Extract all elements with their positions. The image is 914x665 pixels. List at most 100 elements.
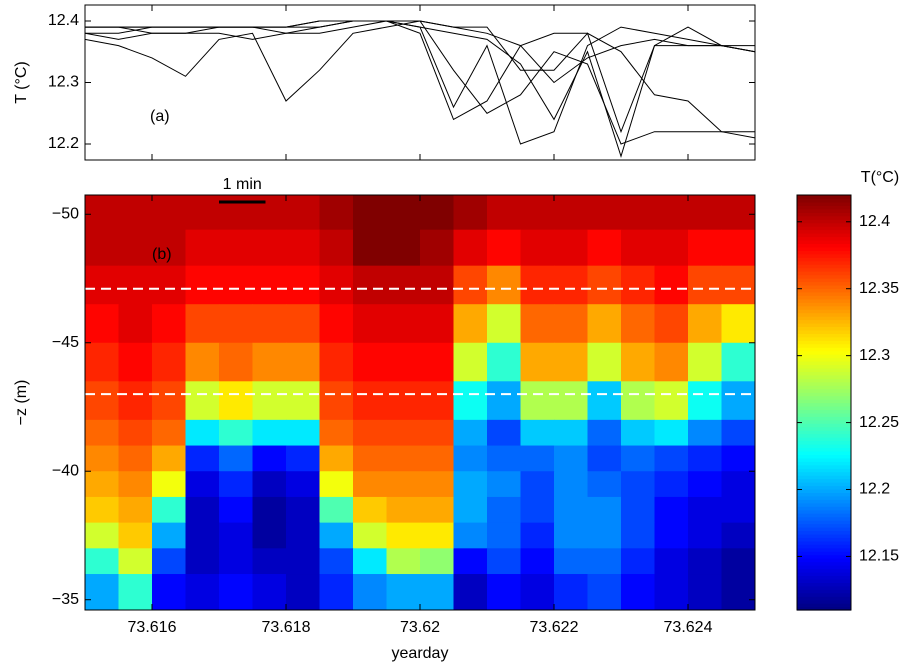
heat-cell bbox=[85, 195, 119, 231]
colorbar-step bbox=[797, 461, 851, 466]
heat-cell bbox=[721, 342, 756, 382]
heat-cell bbox=[453, 342, 488, 382]
heat-cell bbox=[386, 265, 421, 305]
heat-cell bbox=[286, 471, 320, 498]
colorbar-tick-label: 12.15 bbox=[859, 548, 899, 565]
colorbar-step bbox=[797, 392, 851, 397]
heat-cell bbox=[453, 445, 488, 472]
heat-cell bbox=[554, 229, 588, 267]
heat-cell bbox=[487, 574, 521, 611]
heat-cell bbox=[621, 445, 655, 472]
heat-cell bbox=[286, 548, 320, 575]
heat-cell bbox=[587, 548, 622, 575]
heat-cell bbox=[118, 304, 153, 344]
heat-cell bbox=[453, 574, 488, 611]
heat-cell bbox=[587, 381, 622, 421]
heat-cell bbox=[453, 381, 488, 421]
heat-cell bbox=[621, 419, 655, 447]
heat-cell bbox=[118, 522, 153, 549]
colorbar-step bbox=[797, 284, 851, 289]
colorbar-step bbox=[797, 291, 851, 296]
heat-cell bbox=[85, 265, 119, 305]
heat-cell bbox=[621, 574, 655, 611]
colorbar-tick-label: 12.25 bbox=[859, 414, 899, 431]
heat-cell bbox=[654, 229, 689, 267]
heat-cell bbox=[185, 548, 220, 575]
colorbar-title: T(°C) bbox=[861, 169, 899, 186]
heat-cell bbox=[219, 471, 253, 498]
temperature-line bbox=[85, 20, 756, 139]
colorbar-step bbox=[797, 271, 851, 276]
heat-cell bbox=[353, 496, 387, 524]
heat-cell bbox=[688, 496, 722, 524]
heat-cell bbox=[453, 522, 488, 549]
colorbar-step bbox=[797, 215, 851, 220]
colorbar-step bbox=[797, 399, 851, 404]
colorbar-step bbox=[797, 520, 851, 525]
heat-cell bbox=[688, 229, 722, 267]
heat-cell bbox=[319, 471, 354, 498]
colorbar-step bbox=[797, 509, 851, 514]
heat-cell bbox=[453, 265, 488, 305]
heat-cell bbox=[520, 522, 555, 549]
heat-cell bbox=[420, 229, 454, 267]
colorbar-step bbox=[797, 471, 851, 476]
heat-cell bbox=[386, 496, 421, 524]
heat-cell bbox=[721, 195, 756, 231]
heat-cell bbox=[185, 265, 220, 305]
colorbar-step bbox=[797, 395, 851, 400]
heat-cell bbox=[152, 342, 186, 382]
heat-cell bbox=[621, 304, 655, 344]
heat-cell bbox=[152, 574, 186, 611]
heat-cell bbox=[353, 445, 387, 472]
colorbar-step bbox=[797, 354, 851, 359]
heat-cell bbox=[554, 381, 588, 421]
colorbar-step bbox=[797, 333, 851, 338]
heat-cell bbox=[520, 265, 555, 305]
heat-cell bbox=[185, 304, 220, 344]
heat-cell bbox=[520, 419, 555, 447]
heat-cell bbox=[152, 304, 186, 344]
y-axis-label: −z (m) bbox=[13, 380, 30, 426]
colorbar-step bbox=[797, 198, 851, 203]
colorbar-step bbox=[797, 603, 851, 608]
heat-cell bbox=[420, 496, 454, 524]
colorbar-frame bbox=[796, 194, 852, 611]
colorbar-step bbox=[797, 201, 851, 206]
heat-cell bbox=[85, 304, 119, 344]
heat-cell bbox=[554, 471, 588, 498]
colorbar-step bbox=[797, 350, 851, 355]
heat-cell bbox=[554, 342, 588, 382]
colorbar-step bbox=[797, 233, 851, 238]
heat-cell bbox=[252, 548, 287, 575]
heat-cell bbox=[688, 471, 722, 498]
colorbar-step bbox=[797, 405, 851, 411]
heat-cell bbox=[554, 522, 588, 549]
colorbar-step bbox=[797, 208, 851, 213]
heat-cell bbox=[420, 304, 454, 344]
heat-cell bbox=[654, 496, 689, 524]
heat-cell bbox=[554, 195, 588, 231]
heat-cell bbox=[487, 445, 521, 472]
heat-cell bbox=[453, 548, 488, 575]
heat-cell bbox=[118, 548, 153, 575]
heat-cell bbox=[185, 574, 220, 611]
heat-cell bbox=[286, 265, 320, 305]
heat-cell bbox=[353, 342, 387, 382]
colorbar-step bbox=[797, 340, 851, 345]
colorbar-step bbox=[797, 274, 851, 279]
heat-cell bbox=[487, 229, 521, 267]
heat-cell bbox=[219, 304, 253, 344]
heat-cell bbox=[219, 522, 253, 549]
heat-cell bbox=[319, 195, 354, 231]
x-axis-label: yearday bbox=[392, 645, 449, 662]
y-tick-label: 12.3 bbox=[48, 74, 79, 91]
heat-cell bbox=[286, 195, 320, 231]
heat-cell bbox=[420, 381, 454, 421]
heat-cell bbox=[185, 342, 220, 382]
heat-cell bbox=[587, 471, 622, 498]
heat-cell bbox=[453, 471, 488, 498]
y-tick-label: −50 bbox=[52, 205, 79, 222]
heat-cell bbox=[621, 342, 655, 382]
colorbar-step bbox=[797, 416, 851, 421]
